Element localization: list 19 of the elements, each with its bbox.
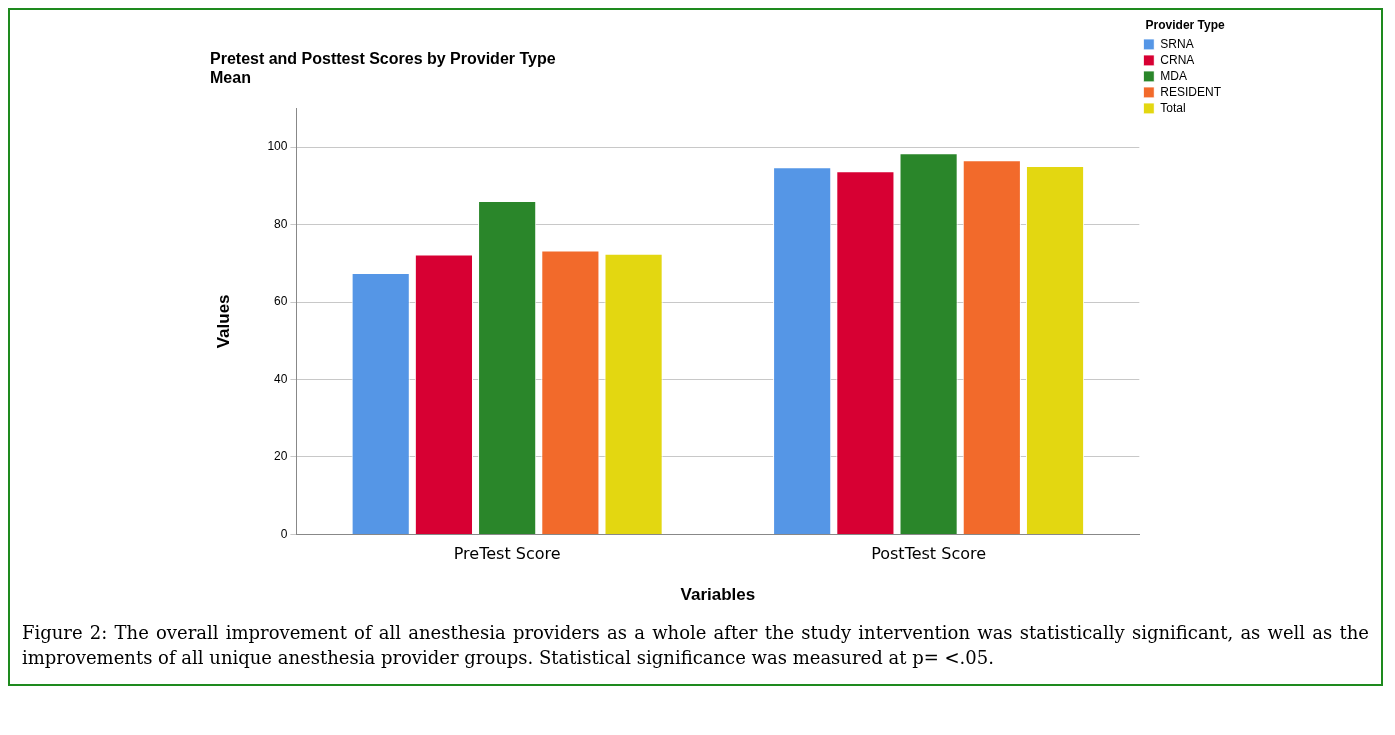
- x-tick-label: PostTest Score: [871, 544, 987, 564]
- legend-label: CRNA: [1160, 52, 1195, 67]
- legend-label: Total: [1160, 100, 1186, 115]
- y-tick-label: 80: [274, 216, 288, 231]
- y-tick-label: 40: [274, 371, 288, 386]
- chart-subtitle: Mean: [210, 69, 251, 87]
- legend-label: RESIDENT: [1160, 84, 1222, 99]
- chart-title: Pretest and Posttest Scores by Provider Type: [210, 50, 556, 68]
- x-tick-label: PreTest Score: [453, 544, 561, 564]
- legend-label: MDA: [1160, 68, 1187, 83]
- x-axis-title: Variables: [680, 585, 756, 605]
- legend-title: Provider Type: [1145, 18, 1226, 33]
- y-tick-label: 20: [274, 449, 288, 464]
- y-tick-label: 60: [274, 294, 288, 309]
- caption: Figure 2: The overall improvement of all anesthesia providers as a whole after the study intervention was statistically significant, as well as the improvements of all unique anesthesia provider groups. Statistical significance was measured at p= <.05.: [21, 621, 1370, 670]
- y-tick-label: 100: [267, 139, 288, 154]
- y-tick-label: 0: [280, 526, 288, 541]
- legend-label: SRNA: [1160, 36, 1194, 51]
- y-axis-title: Values: [213, 294, 233, 349]
